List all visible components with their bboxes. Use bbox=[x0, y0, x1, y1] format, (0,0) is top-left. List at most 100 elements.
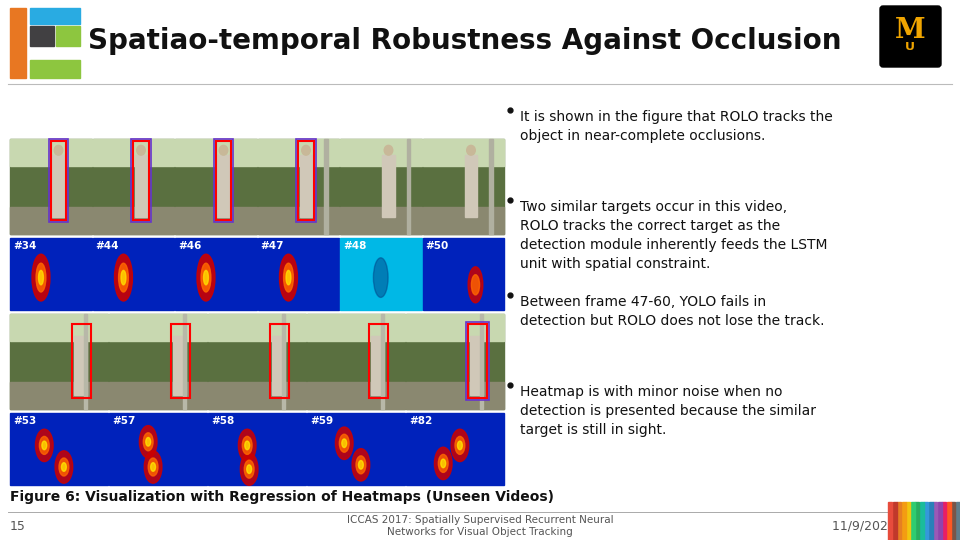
Bar bbox=[910, 502, 915, 540]
Ellipse shape bbox=[468, 267, 483, 303]
Ellipse shape bbox=[197, 254, 215, 301]
Ellipse shape bbox=[286, 271, 291, 285]
Bar bbox=[109, 382, 207, 409]
Ellipse shape bbox=[148, 458, 158, 476]
Bar bbox=[951, 502, 955, 540]
Ellipse shape bbox=[240, 453, 258, 485]
Bar bbox=[53, 155, 64, 217]
Bar bbox=[92, 139, 174, 166]
Bar bbox=[175, 139, 256, 234]
Bar bbox=[406, 314, 504, 341]
Ellipse shape bbox=[339, 434, 349, 452]
Bar bbox=[422, 238, 504, 310]
Bar bbox=[942, 502, 946, 540]
Bar bbox=[307, 382, 405, 409]
Text: Figure 6: Visualization with Regression of Heatmaps (Unseen Videos): Figure 6: Visualization with Regression … bbox=[10, 490, 554, 504]
Bar bbox=[928, 502, 932, 540]
Text: #44: #44 bbox=[95, 241, 119, 251]
Bar bbox=[132, 139, 151, 222]
Ellipse shape bbox=[335, 427, 353, 460]
Bar bbox=[915, 502, 919, 540]
Text: #53: #53 bbox=[13, 416, 36, 426]
Ellipse shape bbox=[136, 145, 145, 155]
Bar bbox=[307, 314, 405, 409]
Bar bbox=[340, 238, 421, 310]
Bar bbox=[490, 139, 492, 234]
Bar bbox=[406, 314, 504, 409]
Bar bbox=[407, 139, 410, 234]
Bar bbox=[175, 139, 256, 166]
Bar bbox=[92, 238, 174, 310]
Bar bbox=[10, 139, 91, 234]
Bar bbox=[469, 336, 484, 395]
Bar bbox=[72, 323, 91, 397]
Ellipse shape bbox=[439, 454, 448, 472]
Bar bbox=[10, 314, 108, 341]
Ellipse shape bbox=[151, 463, 156, 471]
Ellipse shape bbox=[373, 258, 388, 298]
Bar bbox=[56, 26, 80, 46]
Text: #46: #46 bbox=[178, 241, 202, 251]
FancyBboxPatch shape bbox=[880, 6, 941, 67]
Ellipse shape bbox=[441, 459, 445, 468]
Bar bbox=[10, 382, 108, 409]
Bar bbox=[92, 139, 174, 234]
Bar bbox=[340, 139, 421, 234]
Bar bbox=[84, 314, 87, 409]
Bar bbox=[369, 323, 389, 397]
Bar bbox=[307, 413, 405, 485]
Bar bbox=[340, 139, 421, 166]
Bar bbox=[947, 502, 950, 540]
Ellipse shape bbox=[146, 437, 151, 446]
Bar bbox=[208, 314, 306, 341]
Bar bbox=[380, 314, 384, 409]
Ellipse shape bbox=[55, 451, 73, 483]
Bar bbox=[920, 502, 924, 540]
Ellipse shape bbox=[358, 461, 363, 469]
Bar bbox=[208, 382, 306, 409]
Ellipse shape bbox=[242, 436, 252, 454]
Ellipse shape bbox=[36, 263, 46, 292]
Ellipse shape bbox=[119, 263, 129, 292]
Text: #34: #34 bbox=[13, 241, 36, 251]
Bar bbox=[74, 336, 87, 395]
Bar bbox=[270, 323, 289, 397]
Bar bbox=[257, 207, 339, 234]
Bar bbox=[955, 502, 959, 540]
Bar bbox=[109, 314, 207, 341]
Ellipse shape bbox=[467, 145, 475, 155]
Bar bbox=[10, 314, 108, 409]
Bar bbox=[933, 502, 937, 540]
Bar bbox=[422, 139, 504, 166]
Ellipse shape bbox=[38, 271, 43, 285]
Text: #48: #48 bbox=[343, 241, 367, 251]
Ellipse shape bbox=[384, 145, 393, 155]
Bar bbox=[371, 336, 384, 395]
Bar bbox=[300, 155, 312, 217]
Text: Heatmap is with minor noise when no
detection is presented because the similar
t: Heatmap is with minor noise when no dete… bbox=[520, 385, 816, 437]
Text: #50: #50 bbox=[425, 241, 448, 251]
Bar bbox=[175, 207, 256, 234]
Ellipse shape bbox=[435, 447, 452, 480]
Bar bbox=[10, 139, 91, 166]
Ellipse shape bbox=[451, 429, 468, 462]
Ellipse shape bbox=[139, 426, 157, 458]
Bar bbox=[281, 314, 285, 409]
Bar bbox=[307, 314, 405, 341]
Bar bbox=[324, 139, 327, 234]
Bar bbox=[208, 413, 306, 485]
Bar bbox=[10, 8, 26, 78]
Ellipse shape bbox=[283, 263, 294, 292]
Ellipse shape bbox=[39, 436, 49, 454]
Bar bbox=[92, 207, 174, 234]
Text: Two similar targets occur in this video,
ROLO tracks the correct target as the
d: Two similar targets occur in this video,… bbox=[520, 200, 828, 271]
Bar bbox=[479, 314, 484, 409]
Text: M: M bbox=[895, 17, 925, 44]
Ellipse shape bbox=[143, 433, 153, 451]
Bar bbox=[257, 238, 339, 310]
Text: #58: #58 bbox=[211, 416, 234, 426]
Ellipse shape bbox=[61, 463, 66, 471]
Ellipse shape bbox=[121, 271, 126, 285]
Bar bbox=[10, 238, 91, 310]
Bar bbox=[171, 323, 190, 397]
